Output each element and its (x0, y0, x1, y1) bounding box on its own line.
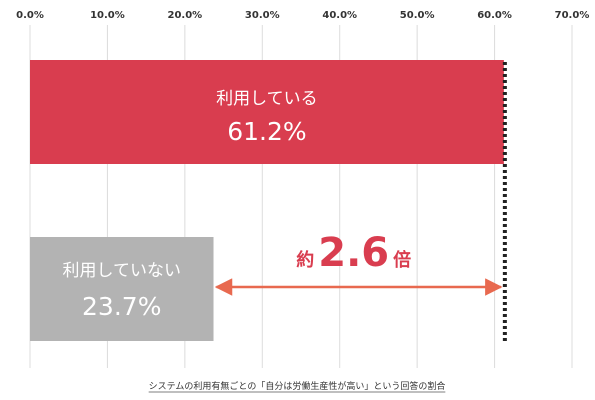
ratio-number: 2.6 (318, 230, 389, 276)
x-axis-tick-label: 30.0% (245, 10, 280, 21)
bar-using-system (30, 60, 504, 164)
x-axis-tick-labels: 0.0% 10.0% 20.0% 30.0% 40.0% 50.0% 60.0% 70.0% (16, 10, 589, 21)
bar-using-system-value-label: 61.2% (227, 117, 306, 146)
bar-not-using-system-value-label: 23.7% (82, 292, 161, 321)
bar-not-using-system-label: 利用していない (63, 261, 182, 281)
bar-not-using-system (30, 237, 214, 341)
ratio-suffix: 倍 (393, 249, 411, 271)
bar-using-system-label: 利用している (216, 89, 318, 109)
chart-caption: システムの利用有無ごとの「自分は労働生産性が高い」という回答の割合 (149, 380, 446, 392)
x-axis-tick-label: 70.0% (555, 10, 590, 21)
x-axis-tick-label: 40.0% (322, 10, 357, 21)
x-axis-tick-label: 20.0% (168, 10, 203, 21)
ratio-prefix: 約 (296, 249, 314, 271)
x-axis-tick-label: 60.0% (477, 10, 512, 21)
ratio-annotation: 約 2.6 倍 (296, 230, 411, 276)
x-axis-tick-label: 10.0% (90, 10, 125, 21)
x-axis-tick-label: 50.0% (400, 10, 435, 21)
x-axis-tick-label: 0.0% (16, 10, 44, 21)
